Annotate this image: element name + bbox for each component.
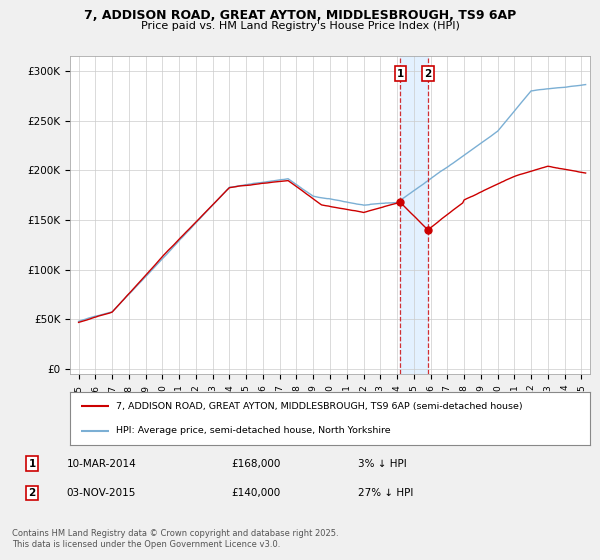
Bar (400, 56, 428, 374)
Text: 1: 1 (397, 68, 404, 78)
Text: 2: 2 (424, 68, 431, 78)
Text: 7, ADDISON ROAD, GREAT AYTON, MIDDLESBROUGH, TS9 6AP (semi-detached house): 7, ADDISON ROAD, GREAT AYTON, MIDDLESBRO… (116, 402, 523, 411)
Text: HPI: Average price, semi-detached house, North Yorkshire: HPI: Average price, semi-detached house,… (116, 426, 391, 435)
Text: 1: 1 (29, 459, 36, 469)
Text: £140,000: £140,000 (231, 488, 280, 498)
Text: 2: 2 (29, 488, 36, 498)
Text: 03-NOV-2015: 03-NOV-2015 (67, 488, 136, 498)
Text: Price paid vs. HM Land Registry's House Price Index (HPI): Price paid vs. HM Land Registry's House … (140, 21, 460, 31)
Text: 10-MAR-2014: 10-MAR-2014 (67, 459, 136, 469)
Text: £168,000: £168,000 (231, 459, 280, 469)
Text: 3% ↓ HPI: 3% ↓ HPI (358, 459, 406, 469)
Text: 27% ↓ HPI: 27% ↓ HPI (358, 488, 413, 498)
Text: 7, ADDISON ROAD, GREAT AYTON, MIDDLESBROUGH, TS9 6AP: 7, ADDISON ROAD, GREAT AYTON, MIDDLESBRO… (84, 9, 516, 22)
Text: Contains HM Land Registry data © Crown copyright and database right 2025.
This d: Contains HM Land Registry data © Crown c… (12, 529, 338, 549)
